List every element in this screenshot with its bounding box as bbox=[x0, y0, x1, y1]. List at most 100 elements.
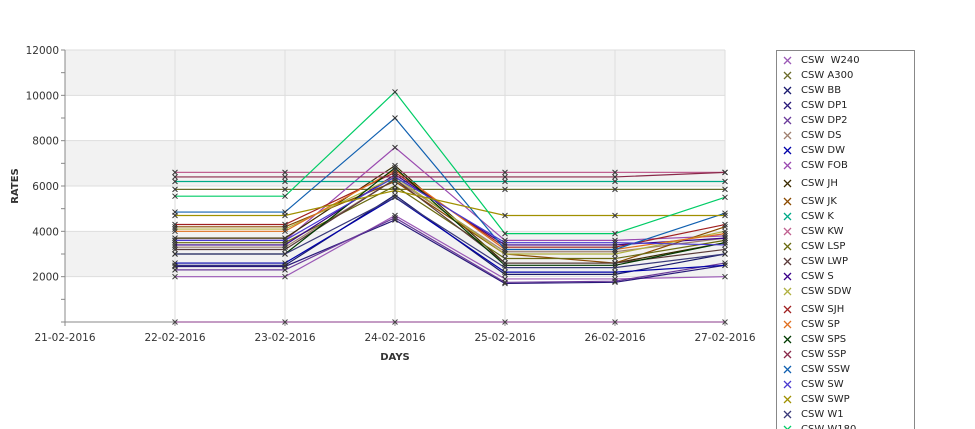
data-point-marker bbox=[612, 169, 618, 176]
series-csw-sw bbox=[172, 174, 728, 248]
data-point-marker bbox=[612, 278, 618, 285]
x-tick-label: 27-02-2016 bbox=[694, 332, 755, 344]
data-point-marker bbox=[172, 186, 178, 193]
data-point-marker bbox=[282, 212, 288, 219]
legend-item: CSW SDW bbox=[777, 285, 914, 300]
data-point-marker bbox=[612, 264, 618, 271]
data-point-marker bbox=[282, 267, 288, 273]
series-line bbox=[175, 180, 726, 264]
x-tick-labels: 21-02-2016 22-02-2016 23-02-2016 24-02-2016… bbox=[34, 332, 755, 344]
series-line bbox=[175, 164, 726, 264]
data-point-marker bbox=[172, 246, 178, 253]
series-line bbox=[175, 176, 726, 246]
legend-marker-icon bbox=[783, 101, 792, 110]
x-tick-label: 22-02-2016 bbox=[144, 332, 205, 344]
data-point-marker bbox=[612, 239, 618, 246]
legend-item: CSW SP bbox=[777, 318, 914, 333]
legend-marker-icon bbox=[783, 161, 792, 170]
legend-item: CSW JH bbox=[777, 177, 914, 192]
data-point-marker bbox=[722, 194, 728, 201]
series-line bbox=[175, 91, 726, 235]
legend-item: CSW DS bbox=[777, 129, 914, 144]
legend-marker-icon bbox=[783, 131, 792, 140]
series-line bbox=[175, 196, 726, 273]
legend-item: CSW DP1 bbox=[777, 99, 914, 114]
legend-label: CSW SDW bbox=[801, 286, 852, 297]
legend-marker-icon bbox=[783, 56, 792, 65]
legend-item: CSW W240 bbox=[777, 54, 914, 69]
data-point-marker bbox=[722, 242, 728, 248]
y-tick-label: 8000 bbox=[32, 136, 59, 148]
data-point-marker bbox=[172, 212, 178, 219]
data-point-marker bbox=[722, 228, 728, 235]
legend-item: CSW A300 bbox=[777, 69, 914, 84]
series-csw-lwp bbox=[172, 176, 728, 266]
data-point-marker bbox=[612, 178, 618, 185]
y-tick-label: 4000 bbox=[32, 226, 59, 238]
legend-item: CSW S bbox=[777, 270, 914, 285]
legend-marker-icon bbox=[783, 71, 792, 80]
data-point-marker bbox=[502, 279, 508, 286]
data-point-marker bbox=[172, 260, 178, 266]
legend-label: CSW DP1 bbox=[801, 100, 848, 111]
legend-label: CSW DS bbox=[801, 130, 842, 141]
data-point-marker bbox=[722, 186, 728, 193]
data-point-marker bbox=[282, 260, 288, 266]
x-tick-label: 21-02-2016 bbox=[34, 332, 95, 344]
legend-label: CSW SW bbox=[801, 379, 844, 390]
data-point-marker bbox=[502, 264, 508, 271]
y-tick-label: 2000 bbox=[32, 272, 59, 284]
y-tick-label: 12000 bbox=[26, 45, 59, 57]
data-point-marker bbox=[502, 255, 508, 262]
series-csw-w180 bbox=[172, 89, 728, 237]
data-point-marker bbox=[612, 230, 618, 237]
data-point-marker bbox=[282, 242, 288, 248]
data-point-marker bbox=[172, 237, 178, 244]
legend-label: CSW S bbox=[801, 271, 834, 282]
data-point-marker bbox=[502, 230, 508, 237]
data-point-marker bbox=[502, 186, 508, 193]
legend-item: CSW JK bbox=[777, 195, 914, 210]
data-point-marker bbox=[172, 235, 178, 241]
legend-item: CSW FOB bbox=[777, 159, 914, 174]
legend-item: CSW LWP bbox=[777, 255, 914, 270]
data-point-marker bbox=[282, 251, 288, 257]
series-line bbox=[175, 176, 726, 255]
legend-marker-icon bbox=[783, 395, 792, 404]
data-point-marker bbox=[612, 212, 618, 219]
legend-marker-icon bbox=[783, 179, 792, 188]
legend-item: CSW SW bbox=[777, 378, 914, 393]
data-point-marker bbox=[172, 267, 178, 273]
legend-label: CSW DW bbox=[801, 145, 845, 156]
data-point-marker bbox=[722, 319, 728, 325]
legend-item: CSW SSP bbox=[777, 348, 914, 363]
x-axis-label: DAYS bbox=[380, 352, 410, 363]
series-line bbox=[175, 185, 726, 260]
legend-item: CSW SWP bbox=[777, 393, 914, 408]
data-point-marker bbox=[392, 214, 398, 221]
data-point-marker bbox=[282, 193, 288, 200]
line-chart: 2000 4000 6000 8000 10000 12000 21-02-2016 22-… bbox=[10, 45, 756, 363]
legend-marker-icon bbox=[783, 365, 792, 374]
legend-item: CSW DP2 bbox=[777, 114, 914, 129]
series-csw-swp bbox=[172, 187, 728, 219]
data-point-marker bbox=[722, 178, 728, 185]
legend-item: CSW LSP bbox=[777, 240, 914, 255]
legend-label: CSW K bbox=[801, 211, 834, 222]
legend-label: CSW JH bbox=[801, 178, 838, 189]
legend-marker-icon bbox=[783, 350, 792, 359]
legend-marker-icon bbox=[783, 227, 792, 236]
legend-item: CSW W1 bbox=[777, 408, 914, 423]
y-axis-label: RATES bbox=[10, 168, 21, 204]
data-point-marker bbox=[502, 169, 508, 176]
legend-marker-icon bbox=[783, 197, 792, 206]
series-csw-lsp bbox=[172, 183, 728, 262]
data-point-marker bbox=[392, 194, 398, 201]
series-csw-w1 bbox=[172, 194, 728, 271]
legend-marker-icon bbox=[783, 305, 792, 314]
data-point-marker bbox=[612, 319, 618, 325]
legend-label: CSW SSP bbox=[801, 349, 847, 360]
data-point-marker bbox=[172, 174, 178, 180]
data-point-marker bbox=[282, 178, 288, 185]
legend-item: CSW SJH bbox=[777, 303, 914, 318]
